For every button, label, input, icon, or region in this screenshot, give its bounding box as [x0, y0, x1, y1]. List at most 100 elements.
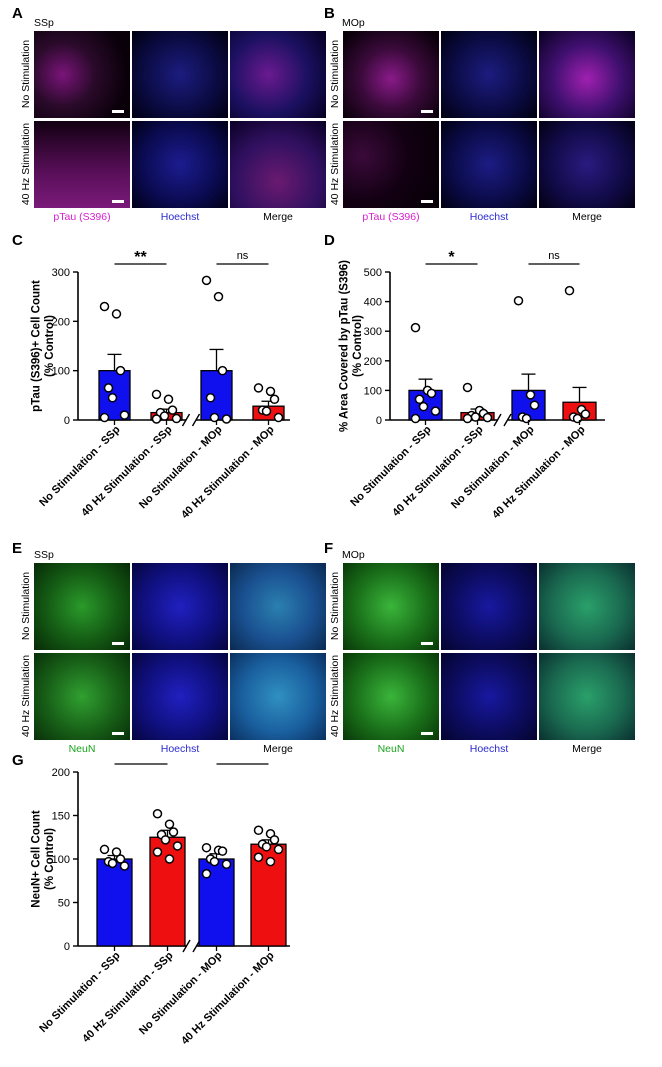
- chart-c-ytick-label-2: 200: [52, 316, 70, 328]
- chart-g-point-2-2: [217, 846, 228, 856]
- panel-e-neun-no-stim-image: [34, 563, 130, 650]
- chart-d-sig-label-1: ns: [548, 250, 560, 262]
- chart-d-axis-break-1: [493, 413, 502, 427]
- chart-g-xtick-label-1: 40 Hz Stimulation - SSp: [80, 949, 176, 1045]
- chart-c-ylabel-line1: pTau (S396)+ Cell Count: [31, 280, 43, 412]
- chart-c-point-0-1: [111, 309, 122, 319]
- panel-b-col-merge: Merge: [572, 211, 602, 223]
- panel-b-hoechst-40hz-image: [441, 121, 537, 208]
- panel-e-neun-40hz-image: [34, 653, 130, 740]
- chart-d-xtick-label-3: 40 Hz Stimulation - MOp: [490, 423, 588, 521]
- panel-a-ptau-no-stim-image: [34, 31, 130, 118]
- chart-c-point-0-0: [99, 301, 110, 312]
- chart-c-xtick-label-2: No Stimulation - MOp: [137, 423, 225, 511]
- chart-d-point-1-5: [482, 412, 493, 423]
- panel-e-hoechst-40hz-image: [132, 653, 228, 740]
- chart-c-axis-break-2: [191, 413, 201, 427]
- chart-g-point-1-0: [152, 809, 163, 819]
- chart-c-ytick-label-0: 0: [64, 415, 70, 427]
- chart-d-ytick-label-4: 400: [364, 297, 382, 309]
- chart-c-point-2-5: [221, 414, 232, 424]
- panel-b-col-ptau: pTau (S396): [362, 211, 420, 223]
- chart-d-point-0-5: [430, 406, 441, 416]
- panel-f-hoechst-40hz-image: [441, 653, 537, 740]
- chart-d-ytick-label-1: 100: [364, 385, 382, 397]
- panel-a-row-2-label: 40 Hz Stimulation: [20, 122, 32, 206]
- panel-d-letter: D: [324, 232, 335, 249]
- panel-f-neun-no-stim-image: [343, 563, 439, 650]
- chart-c-point-1-1: [163, 394, 174, 405]
- chart-g-point-1-2: [168, 827, 179, 837]
- chart-g-xtick-label-2: No Stimulation - MOp: [137, 949, 225, 1037]
- chart-g-ytick-label-2: 100: [52, 854, 70, 866]
- chart-g-point-3-7: [265, 856, 276, 867]
- panel-a-col-hoechst: Hoechst: [160, 211, 200, 223]
- chart-g-point-1-7: [164, 854, 175, 864]
- panel-b-scale-bar-2: [421, 200, 433, 203]
- chart-g-point-3-5: [273, 844, 284, 855]
- chart-d-ylabel: % Area Covered by pTau (S396)(% Control): [339, 260, 364, 432]
- chart-g-point-2-5: [221, 859, 232, 869]
- chart-g-ytick-label-0: 0: [64, 941, 70, 953]
- panel-a-col-ptau: pTau (S396): [53, 211, 111, 223]
- chart-g-axis-break-1: [182, 939, 191, 953]
- chart-g-point-3-2: [269, 835, 280, 845]
- chart-d-point-2-1: [525, 390, 536, 400]
- chart-g-point-2-0: [201, 842, 212, 853]
- panel-f-row-1-label: No Stimulation: [329, 571, 341, 641]
- panel-f-letter: F: [324, 540, 334, 557]
- chart-c-ylabel: pTau (S396)+ Cell Count(% Control): [31, 280, 56, 412]
- chart-g-point-2-4: [209, 856, 220, 867]
- chart-d-xtick-label-1: 40 Hz Stimulation - SSp: [390, 423, 486, 519]
- chart-d-axis-break-2: [503, 413, 512, 427]
- panel-a-merge-40hz-image: [230, 121, 326, 208]
- chart-c-axis-break-1: [181, 413, 191, 427]
- chart-d-ytick-label-3: 300: [364, 326, 382, 338]
- panel-a-col-merge: Merge: [263, 211, 293, 223]
- chart-d-point-3-0: [564, 285, 575, 296]
- panel-a-row-1-label: No Stimulation: [20, 39, 32, 109]
- chart-c-bar-2: [200, 370, 233, 421]
- panel-b-ptau-no-stim-image: [343, 31, 439, 118]
- panel-b-row-1-label: No Stimulation: [329, 39, 341, 109]
- chart-c-point-0-6: [99, 412, 110, 423]
- panel-a-region: SSp: [34, 17, 54, 29]
- chart-c-ytick-label-3: 300: [52, 267, 70, 279]
- chart-g-bar-0: [96, 858, 133, 947]
- chart-d-point-0-0: [410, 322, 421, 333]
- chart-c-xtick-label-3: 40 Hz Stimulation - MOp: [179, 423, 277, 521]
- panel-e-row-2-label: 40 Hz Stimulation: [20, 654, 32, 738]
- chart-c-point-2-4: [209, 412, 220, 423]
- chart-c-ytick-label-1: 100: [52, 366, 70, 378]
- chart-c-point-0-4: [107, 393, 118, 403]
- chart-d-point-2-2: [529, 400, 540, 410]
- chart-g-point-0-0: [99, 844, 110, 855]
- panel-e-row-1-label: No Stimulation: [20, 571, 32, 641]
- chart-d-point-2-0: [513, 295, 524, 306]
- chart-g-point-1-1: [164, 819, 175, 829]
- panel-f-row-2-label: 40 Hz Stimulation: [329, 654, 341, 738]
- chart-g-point-3-6: [253, 852, 264, 863]
- chart-c-point-3-1: [265, 386, 276, 397]
- panel-b-letter: B: [324, 5, 335, 22]
- panel-b-merge-40hz-image: [539, 121, 635, 208]
- chart-g-ytick-label-3: 150: [52, 811, 70, 823]
- chart-c-xtick-label-1: 40 Hz Stimulation - SSp: [79, 423, 175, 519]
- chart-c-point-2-3: [205, 393, 216, 403]
- panel-b-scale-bar: [421, 110, 433, 113]
- chart-d-xtick-label-2: No Stimulation - MOp: [449, 423, 537, 511]
- chart-d-point-2-4: [521, 413, 532, 424]
- panel-b-merge-no-stim-image: [539, 31, 635, 118]
- chart-c-point-2-0: [201, 275, 212, 286]
- panel-f-merge-no-stim-image: [539, 563, 635, 650]
- panel-b-col-hoechst: Hoechst: [469, 211, 509, 223]
- chart-d-point-3-4: [572, 413, 583, 424]
- chart-c-sig-label-1: ns: [237, 250, 249, 262]
- panel-f-region: MOp: [342, 549, 365, 561]
- chart-c-point-2-2: [217, 365, 228, 376]
- chart-g-point-1-6: [152, 847, 163, 857]
- chart-d-ylabel-line1: % Area Covered by pTau (S396): [339, 260, 351, 432]
- chart-c-point-1-4: [159, 411, 170, 421]
- panel-e-scale-bar: [112, 642, 124, 645]
